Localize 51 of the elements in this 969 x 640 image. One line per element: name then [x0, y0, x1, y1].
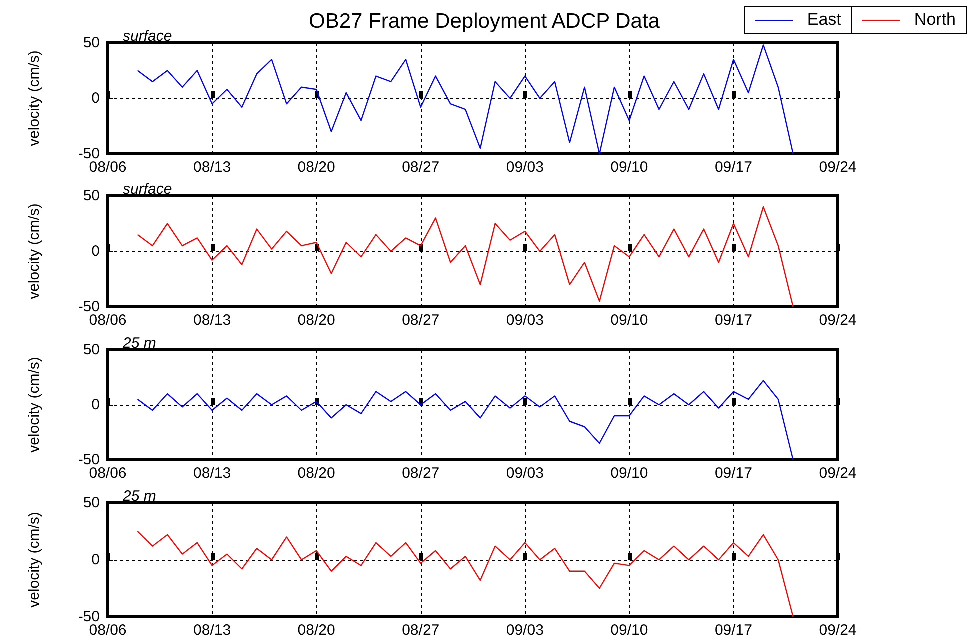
- line-series: [137, 530, 794, 618]
- x-tick-label: 09/10: [610, 312, 648, 329]
- y-axis-title: velocity (cm/s): [26, 357, 43, 453]
- x-tick-label: 08/20: [298, 312, 336, 329]
- x-tick-label: 08/20: [298, 622, 336, 639]
- x-tick-label: 09/24: [819, 312, 857, 329]
- x-tick-label: 09/03: [506, 312, 544, 329]
- x-tick-label: 08/13: [194, 465, 232, 482]
- chart-subtitle: 25 m: [122, 335, 156, 352]
- x-tick-label: 09/03: [506, 159, 544, 176]
- x-tick-label: 09/17: [714, 312, 752, 329]
- line-series: [137, 206, 794, 308]
- x-tick-label: 09/10: [610, 159, 648, 176]
- chart-subtitle: 25 m: [122, 488, 156, 505]
- x-tick-label: 08/13: [194, 622, 232, 639]
- y-tick-label: 50: [83, 494, 100, 512]
- y-tick-label: 0: [92, 243, 100, 260]
- x-tick-label: 09/17: [714, 465, 752, 482]
- x-tick-label: 09/24: [819, 159, 857, 176]
- y-tick-label: 50: [83, 188, 100, 204]
- x-tick-label: 09/10: [610, 465, 648, 482]
- x-tick-label: 09/24: [819, 465, 857, 482]
- x-tick-label: 09/24: [819, 622, 857, 639]
- x-tick-label: 09/03: [506, 465, 544, 482]
- x-tick-label: 08/27: [402, 622, 440, 639]
- y-tick-label: 50: [83, 34, 100, 52]
- y-tick-label: 0: [92, 396, 100, 414]
- x-tick-label: 08/13: [194, 312, 232, 329]
- x-tick-label: 09/17: [714, 622, 752, 639]
- y-axis-title: velocity (cm/s): [26, 512, 43, 608]
- x-tick-label: 08/13: [194, 159, 232, 176]
- y-axis-title: velocity (cm/s): [26, 204, 43, 300]
- x-tick-label: 08/20: [298, 465, 336, 482]
- chart-subtitle: surface: [123, 181, 172, 198]
- legend-label: East: [807, 10, 842, 30]
- x-tick-label: 09/03: [506, 622, 544, 639]
- line-series: [137, 380, 794, 461]
- y-tick-label: 0: [92, 90, 100, 107]
- x-tick-label: 08/27: [402, 312, 440, 329]
- line-series: [137, 44, 794, 155]
- y-tick-label: 50: [83, 342, 100, 358]
- chart-title: OB27 Frame Deployment ADCP Data: [309, 10, 660, 33]
- x-tick-label: 09/10: [610, 622, 648, 639]
- y-tick-label: 0: [92, 552, 100, 568]
- x-tick-label: 08/27: [402, 465, 440, 482]
- x-tick-label: 09/17: [714, 159, 752, 176]
- x-tick-label: 08/20: [298, 159, 336, 176]
- legend-label: North: [914, 10, 956, 30]
- x-tick-label: 08/27: [402, 159, 440, 176]
- y-axis-title: velocity (cm/s): [26, 50, 43, 146]
- chart-subtitle: surface: [123, 28, 172, 45]
